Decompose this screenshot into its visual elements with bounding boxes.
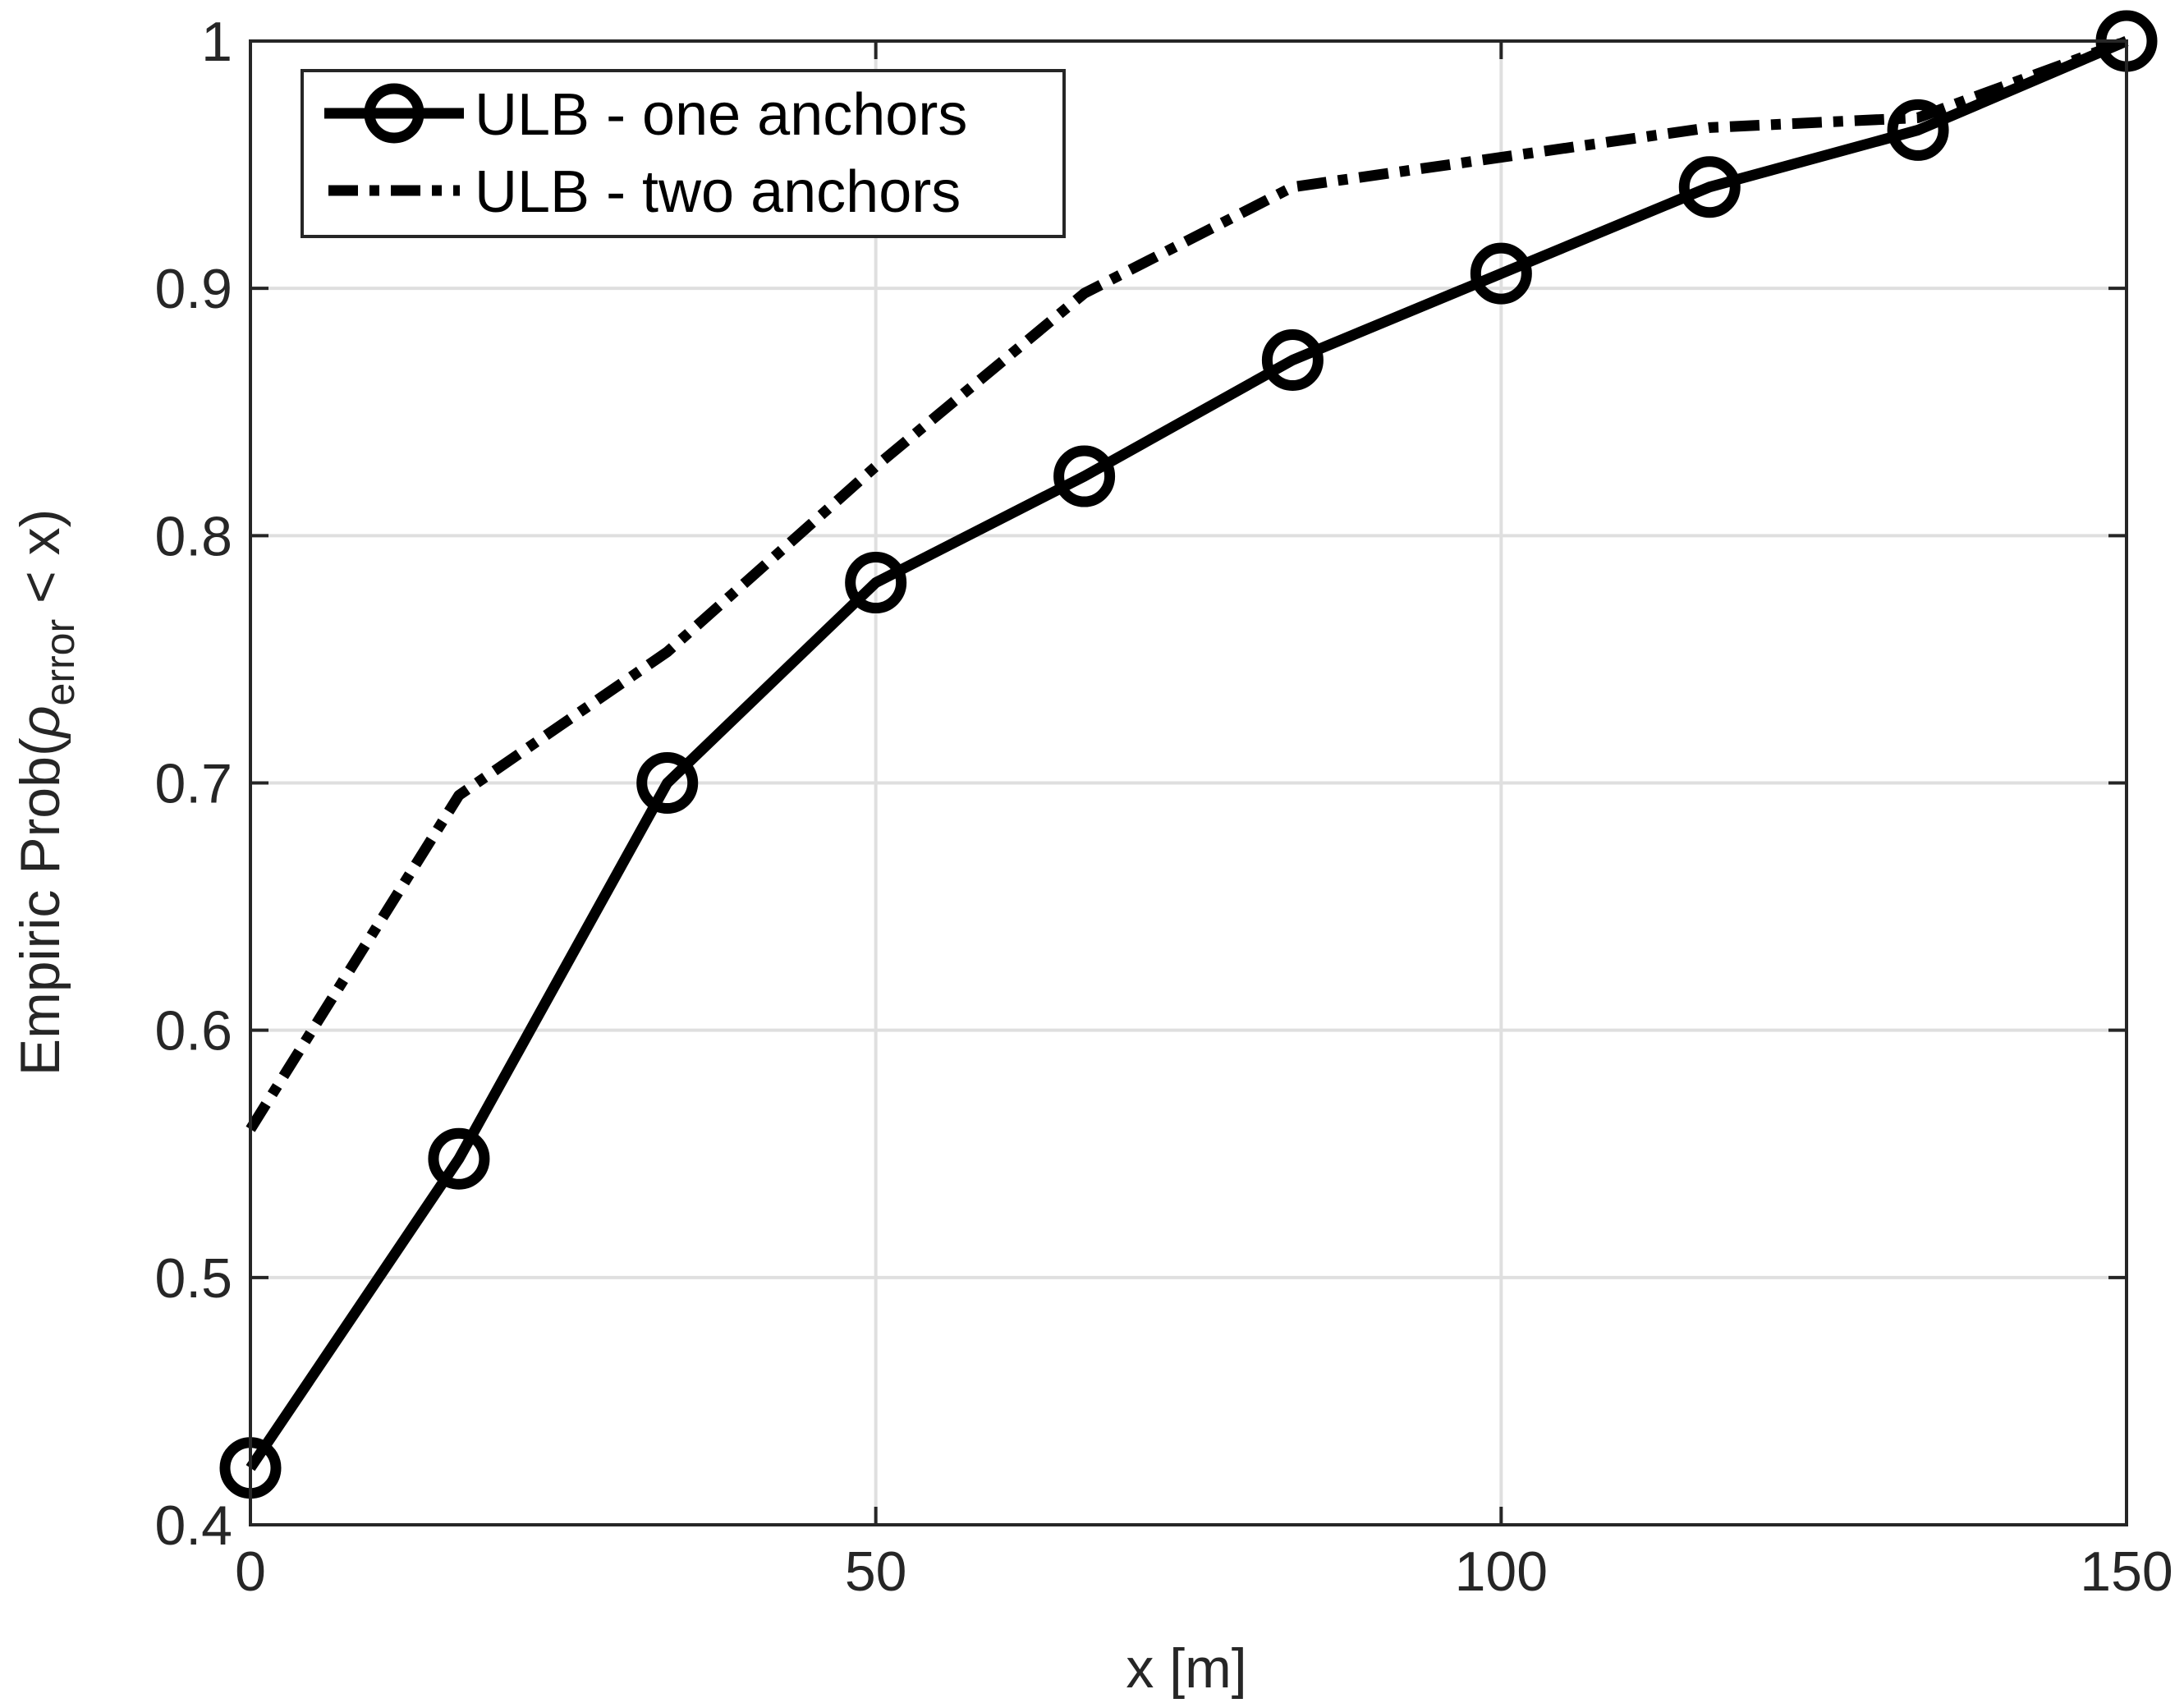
legend-label-two-anchors: ULB - two anchors: [475, 159, 961, 225]
legend-marker-one-anchors: [364, 83, 424, 144]
series-line-1: [245, 35, 2129, 1132]
y-tick-label: 0.8: [154, 505, 232, 567]
series-line-0: [245, 36, 2129, 1471]
data-point-0: [1470, 242, 1532, 305]
y-axis-label-subscript: error: [37, 619, 83, 706]
y-tick-label: 0.7: [154, 753, 232, 815]
x-tick-label: 100: [1455, 1540, 1548, 1603]
ticks: [249, 39, 2128, 1526]
data-point-0: [845, 552, 907, 614]
legend-entry-one-anchors: ULB - one anchors: [324, 82, 967, 148]
legend-label-one-anchors: ULB - one anchors: [475, 82, 967, 148]
y-axis-label-prefix: Empiric Prob(: [9, 737, 71, 1076]
data-point-0: [428, 1127, 490, 1190]
y-tick-label: 0.4: [154, 1494, 232, 1557]
legend-box: [301, 69, 1066, 238]
data-point-0: [1678, 156, 1741, 218]
plot-lines: [219, 10, 2158, 1499]
data-point-0: [636, 752, 699, 814]
tick-labels: 0 50 100 150 0.4 0.5 0.6 0.7 0.8 0.9 1: [154, 11, 2173, 1603]
y-tick-label: 1: [201, 11, 232, 73]
x-tick-label: 0: [235, 1540, 266, 1603]
data-point-0: [1053, 445, 1116, 507]
y-tick-label: 0.5: [154, 1247, 232, 1310]
y-axis-label-suffix: < x): [9, 509, 71, 619]
grid: [249, 39, 2128, 1526]
data-point-0: [1887, 99, 1949, 161]
legend: ULB - one anchors ULB - two anchors: [301, 69, 1066, 238]
x-axis-label: x [m]: [1126, 1637, 1246, 1700]
y-axis-label-symbol: ρ: [9, 705, 71, 739]
data-point-0: [1261, 329, 1324, 392]
y-axis-label: Empiric Prob(ρerror < x): [9, 509, 83, 1076]
legend-entry-two-anchors: ULB - two anchors: [328, 159, 961, 225]
x-tick-label: 50: [845, 1540, 907, 1603]
x-tick-label: 150: [2080, 1540, 2173, 1603]
y-tick-label: 0.6: [154, 1000, 232, 1063]
y-tick-label: 0.9: [154, 258, 232, 320]
